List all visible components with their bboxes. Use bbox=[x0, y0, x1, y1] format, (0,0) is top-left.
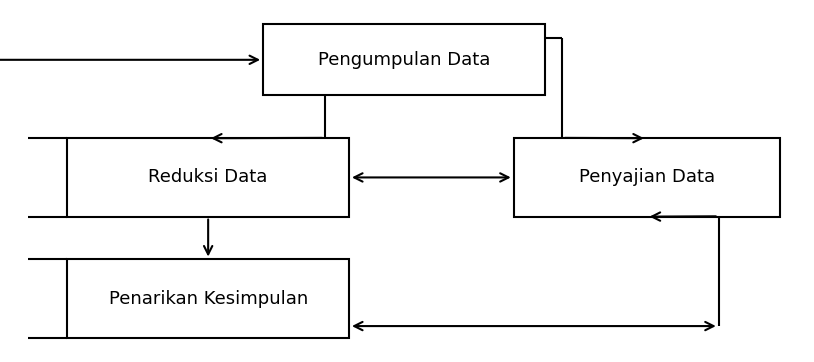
Text: Reduksi Data: Reduksi Data bbox=[148, 168, 268, 186]
Text: Penyajian Data: Penyajian Data bbox=[579, 168, 715, 186]
FancyBboxPatch shape bbox=[68, 138, 349, 216]
FancyBboxPatch shape bbox=[68, 260, 349, 338]
FancyBboxPatch shape bbox=[514, 138, 780, 216]
Text: Penarikan Kesimpulan: Penarikan Kesimpulan bbox=[108, 290, 308, 308]
FancyBboxPatch shape bbox=[263, 24, 545, 96]
Text: Pengumpulan Data: Pengumpulan Data bbox=[317, 51, 490, 69]
